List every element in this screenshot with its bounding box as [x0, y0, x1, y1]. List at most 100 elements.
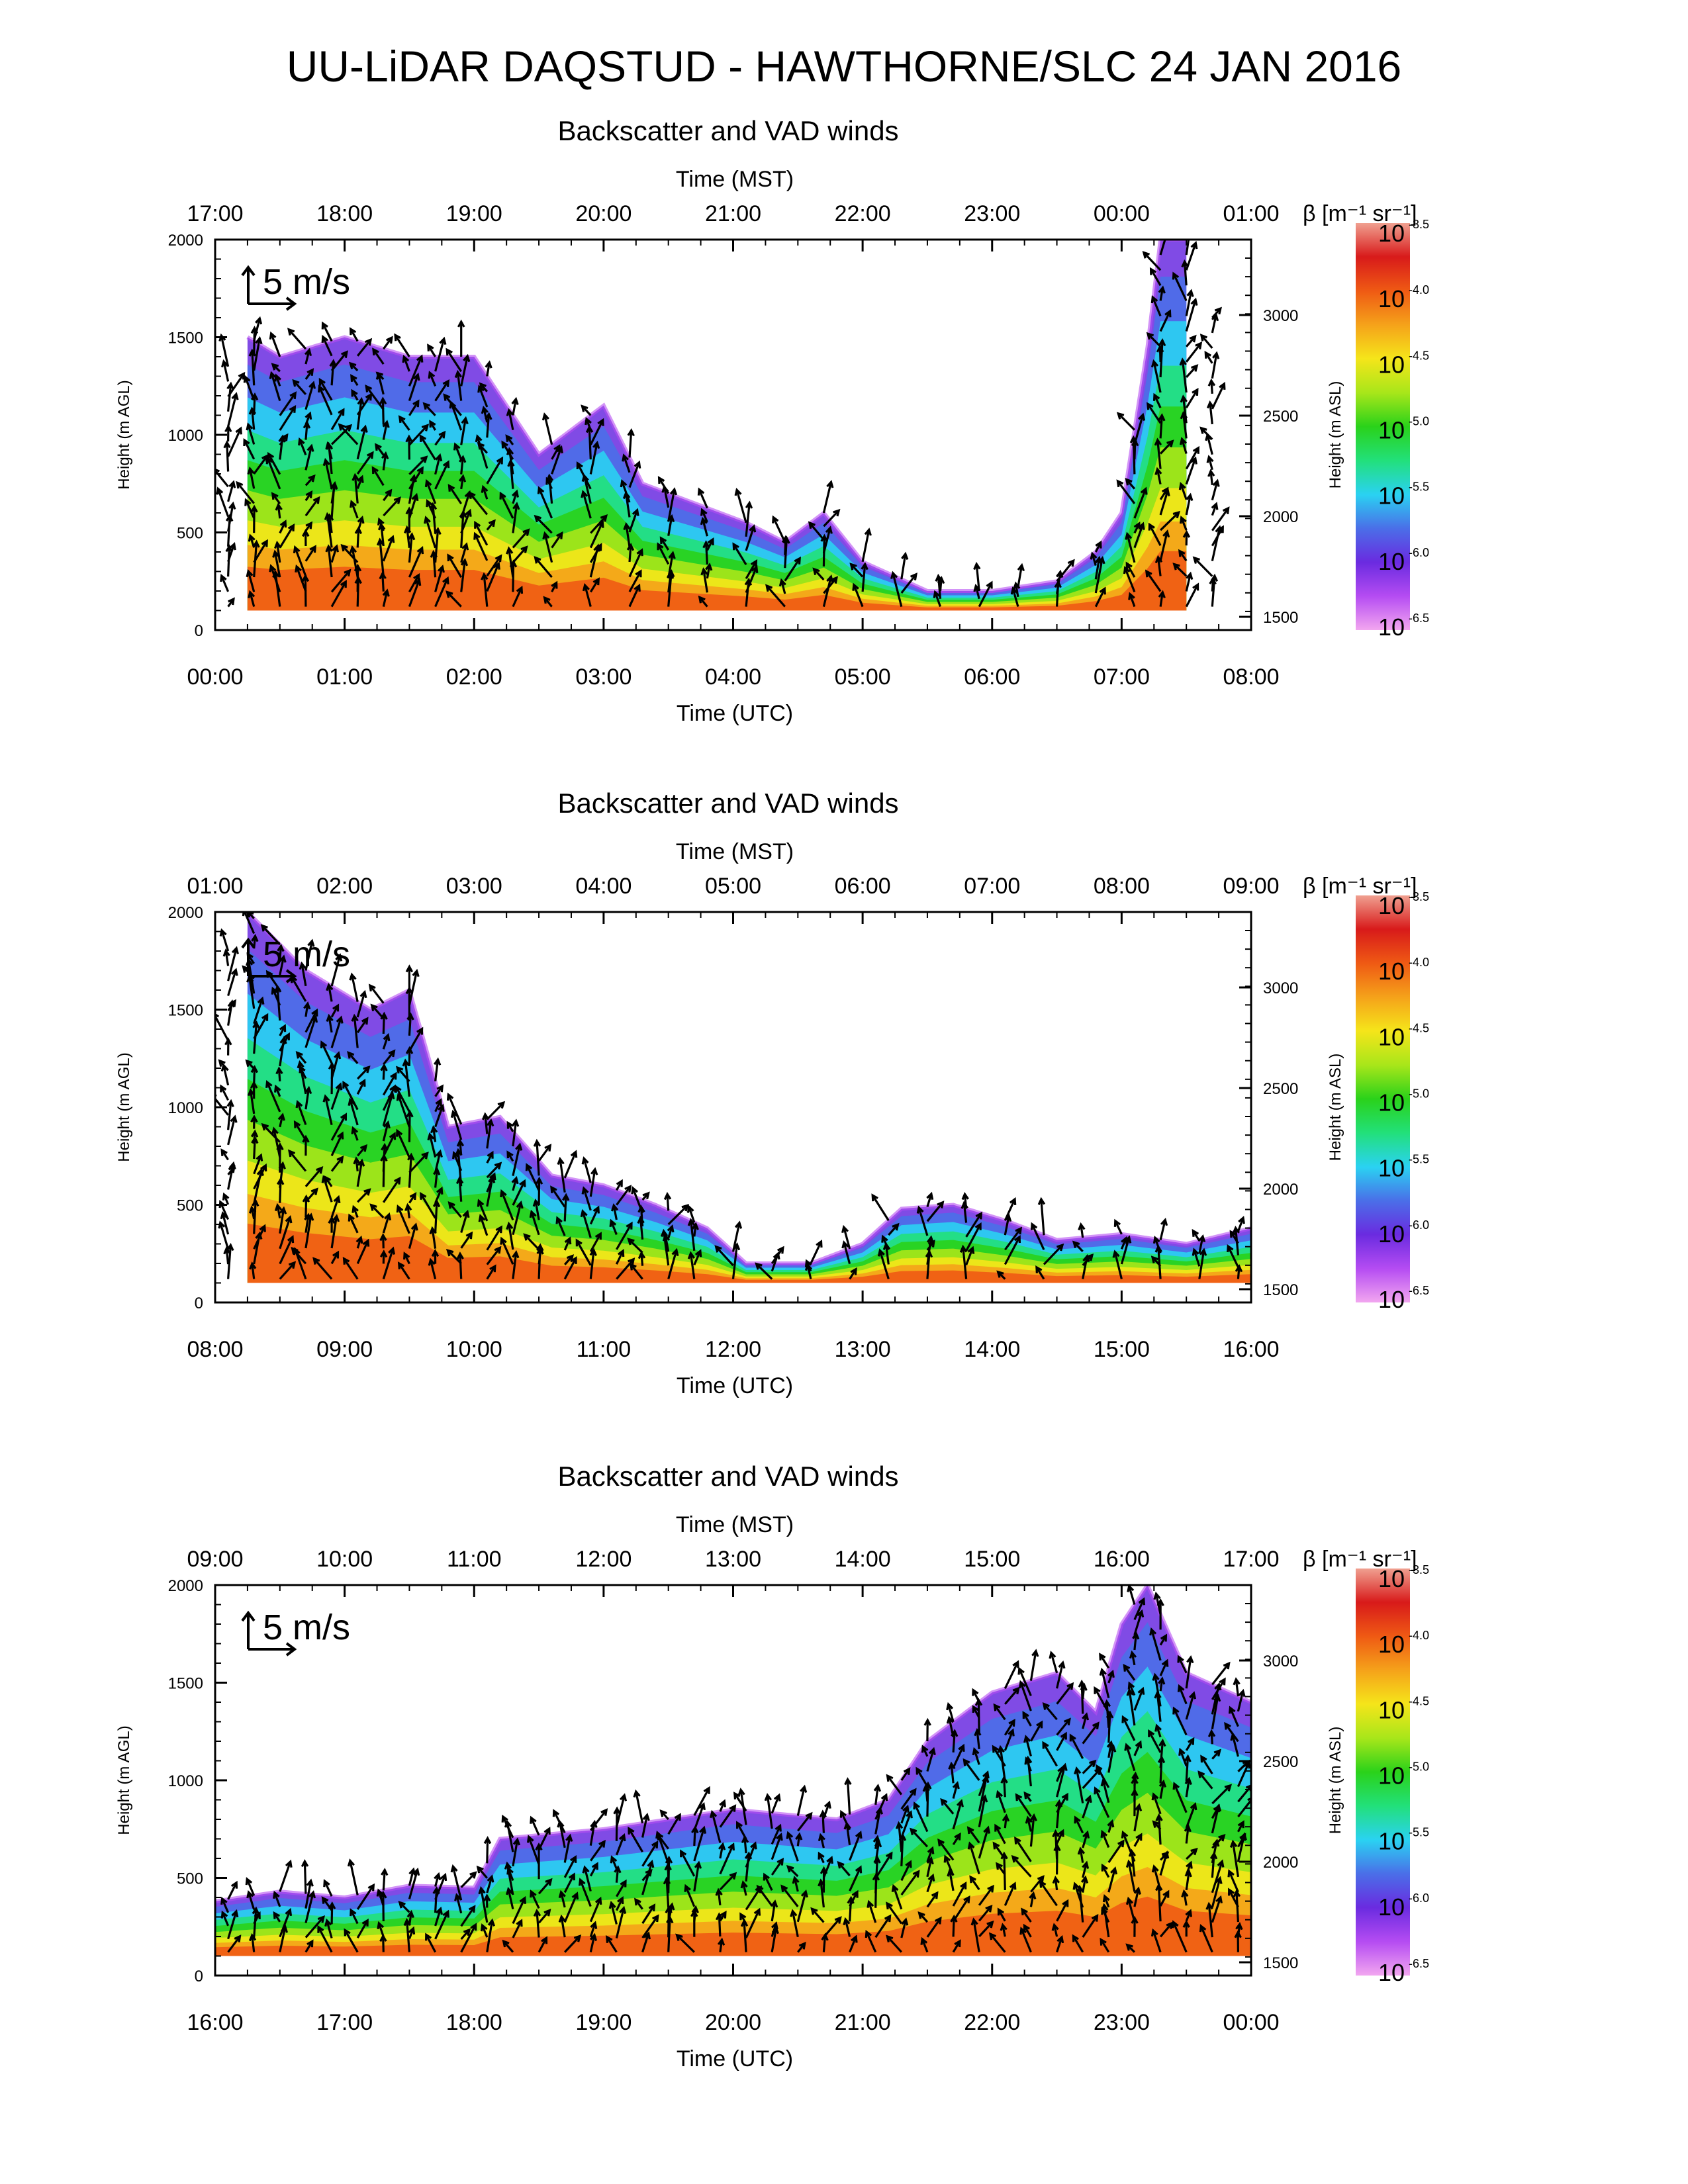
wind-arrow-head [1213, 1804, 1220, 1813]
wind-arrow [892, 572, 903, 607]
wind-arrow [1127, 1898, 1136, 1923]
colorbar-tick-base: 10 [1378, 1828, 1405, 1855]
wind-arrow-head [610, 1855, 618, 1864]
wind-arrow-head [1186, 289, 1194, 297]
colorbar-title: β [m⁻¹ sr⁻¹] [1303, 1547, 1417, 1572]
wind-arrow [1011, 588, 1019, 608]
wind-arrow [486, 457, 503, 484]
wind-arrow [382, 1122, 389, 1142]
wind-arrow [1179, 1749, 1188, 1766]
wind-arrow-head [1195, 341, 1203, 349]
wind-arrow-head [377, 517, 385, 526]
wind-arrow-head [1110, 1866, 1118, 1875]
wind-arrow-head [1177, 1655, 1184, 1663]
wind-arrow [330, 1132, 344, 1156]
colorbar [1356, 1569, 1410, 1976]
wind-arrow-head [1125, 561, 1133, 570]
wind-arrow-head [458, 474, 467, 482]
x-tick-label-utc: 02:00 [446, 664, 502, 690]
wind-arrow [1133, 1611, 1143, 1635]
wind-arrow [731, 1244, 738, 1279]
wind-arrow-head [332, 1214, 340, 1222]
wind-arrow [1172, 1921, 1188, 1953]
wind-arrow-head [1012, 1686, 1020, 1695]
wind-arrow-head [1162, 1889, 1170, 1898]
wind-arrow-head [301, 1859, 309, 1868]
wind-arrow-head [305, 411, 312, 420]
wind-arrow-head [379, 396, 387, 405]
wind-arrow [356, 991, 366, 1018]
wind-arrow-head [397, 1261, 405, 1270]
wind-arrow-head [255, 316, 263, 325]
wind-arrow-head [395, 1128, 403, 1137]
wind-arrow-head [1133, 522, 1141, 529]
wind-arrow-head [1161, 1851, 1170, 1859]
wind-arrow-head [365, 392, 373, 401]
y-axis-label-agl: Height (m AGL) [115, 1725, 133, 1835]
wind-arrow [453, 1152, 463, 1171]
wind-arrow-head [281, 433, 289, 441]
wind-arrow [432, 504, 437, 533]
wind-arrow-head [303, 1001, 311, 1010]
wind-arrow [1156, 469, 1162, 485]
wind-arrow [1185, 458, 1197, 485]
wind-arrow-head [340, 1113, 347, 1121]
wind-arrow [1211, 1662, 1230, 1686]
wind-arrow-head [1023, 1791, 1031, 1799]
wind-arrow-head [412, 373, 420, 381]
wind-arrow [279, 1261, 296, 1280]
wind-arrow-head [489, 1264, 496, 1273]
wind-arrow [1200, 427, 1213, 440]
wind-arrow-head [325, 441, 333, 450]
wind-arrow [486, 1101, 504, 1120]
wind-arrow [324, 1096, 333, 1126]
colorbar [1356, 223, 1410, 630]
wind-arrow-head [494, 1246, 502, 1254]
wind-arrow-head [795, 1832, 803, 1841]
wind-arrow-head [375, 371, 384, 379]
wind-arrow-head [442, 379, 450, 387]
wind-arrow [1125, 563, 1136, 578]
wind-arrow-head [412, 968, 420, 978]
wind-arrow [874, 1915, 891, 1938]
wind-arrow-head [434, 1872, 442, 1880]
wind-arrow-head [1117, 1839, 1125, 1848]
wind-arrow [1185, 1693, 1196, 1720]
wind-arrow [771, 1834, 782, 1860]
wind-arrow-head [1069, 1733, 1076, 1742]
wind-arrow-head [873, 1784, 882, 1792]
wind-arrow [550, 1187, 566, 1208]
wind-arrow-head [1023, 1923, 1031, 1932]
wind-arrow-head [867, 1899, 874, 1908]
wind-arrow [305, 940, 313, 971]
wind-arrow-head [1149, 1627, 1157, 1636]
wind-arrow-head [564, 1236, 572, 1245]
wind-arrow-head [329, 359, 337, 367]
wind-arrow-head [1190, 364, 1199, 372]
wind-arrow-head [349, 972, 357, 981]
wind-arrow [322, 322, 333, 342]
wind-arrow-head [895, 1821, 904, 1829]
wind-arrow-head [841, 1224, 849, 1234]
wind-arrow-head [1199, 426, 1207, 434]
wind-arrow-head [1180, 437, 1188, 445]
wind-arrow-head [1057, 1765, 1064, 1774]
wind-arrow [451, 1111, 463, 1140]
wind-arrow-head [488, 519, 496, 527]
wind-arrow [356, 394, 372, 416]
wind-arrow [926, 1201, 944, 1222]
wind-arrow-head [283, 1032, 290, 1040]
wind-arrow-head [1094, 1686, 1101, 1694]
wind-arrow-head [582, 582, 590, 592]
x-tick-label-mst: 20:00 [575, 201, 632, 226]
wind-arrow [382, 1093, 394, 1126]
wind-arrow-head [332, 1003, 340, 1012]
wind-arrow [227, 1116, 236, 1146]
wind-arrow [1185, 291, 1192, 316]
wind-arrow [1159, 1891, 1170, 1907]
wind-arrow-head [901, 551, 909, 560]
wind-arrow [253, 1014, 268, 1040]
wind-arrow [589, 419, 604, 445]
wind-arrow-head [613, 1806, 621, 1815]
wind-arrow-head [680, 1849, 687, 1858]
